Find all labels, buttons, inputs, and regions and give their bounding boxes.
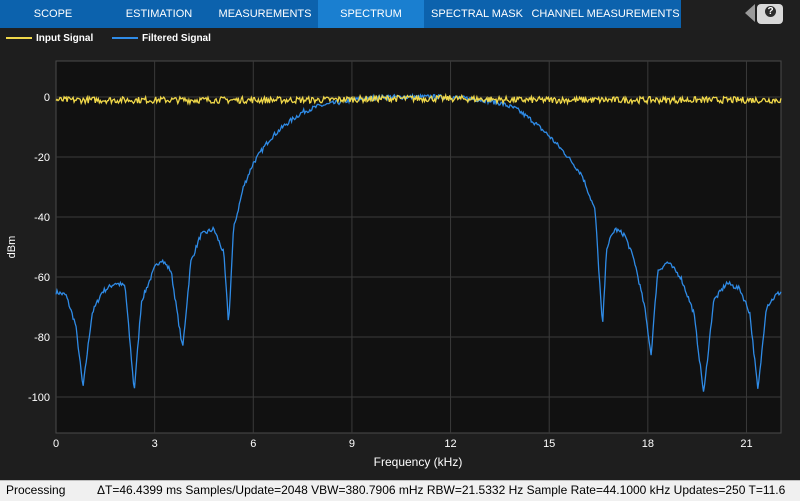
collapse-toolstrip-icon[interactable]: [745, 4, 755, 22]
plot-axes-area: [55, 60, 782, 434]
tab-scope[interactable]: SCOPE: [0, 0, 106, 28]
x-tick-label: 6: [250, 438, 256, 450]
x-tick-label: 21: [740, 438, 752, 450]
y-tick-label: -20: [34, 152, 50, 164]
help-button[interactable]: ?: [757, 4, 783, 24]
traces: [55, 92, 782, 392]
x-tick-label: 12: [444, 438, 456, 450]
x-tick-label: 3: [152, 438, 158, 450]
tab-spectral-mask[interactable]: SPECTRAL MASK: [424, 0, 530, 28]
spectrum-plot: 0 3 6 9 12 15 18 21 0 -20 -40 -60 -80 -100 Frequency…: [0, 48, 800, 478]
tab-spectrum[interactable]: SPECTRUM: [318, 0, 424, 28]
tab-measurements[interactable]: MEASUREMENTS: [212, 0, 318, 28]
x-tick-labels: 0 3 6 9 12 15 18 21: [53, 438, 753, 450]
status-bar: Processing ΔT=46.4399 ms Samples/Update=…: [0, 480, 800, 501]
legend-item-input-signal[interactable]: Input Signal: [6, 32, 93, 46]
x-axis-label: Frequency (kHz): [374, 455, 463, 469]
y-tick-label: 0: [44, 92, 50, 104]
legend-item-filtered-signal[interactable]: Filtered Signal: [112, 32, 211, 46]
y-tick-label: -60: [34, 272, 50, 284]
tab-channel-measurements[interactable]: CHANNEL MEASUREMENTS: [530, 0, 681, 28]
legend-label: Filtered Signal: [142, 33, 211, 44]
help-icon: ?: [765, 6, 776, 17]
y-axis-label: dBm: [6, 236, 18, 259]
legend-line-icon: [6, 37, 32, 40]
trace-input-signal: [55, 92, 782, 106]
toolstrip-tabs: SCOPE ESTIMATION MEASUREMENTS SPECTRUM SPECT…: [0, 0, 800, 30]
x-tick-label: 9: [349, 438, 355, 450]
legend-label: Input Signal: [36, 33, 94, 44]
legend-line-icon: [112, 37, 138, 40]
tab-estimation[interactable]: ESTIMATION: [106, 0, 212, 28]
y-tick-label: -40: [34, 212, 50, 224]
x-tick-label: 15: [543, 438, 555, 450]
y-tick-label: -80: [34, 332, 50, 344]
y-tick-labels: 0 -20 -40 -60 -80 -100: [28, 92, 50, 404]
x-tick-label: 0: [53, 438, 59, 450]
x-tick-label: 18: [642, 438, 654, 450]
legend: Input Signal Filtered Signal: [0, 30, 800, 48]
y-tick-label: -100: [28, 392, 50, 404]
status-text: Processing: [6, 483, 66, 497]
measurement-summary: ΔT=46.4399 ms Samples/Update=2048 VBW=38…: [97, 483, 786, 497]
